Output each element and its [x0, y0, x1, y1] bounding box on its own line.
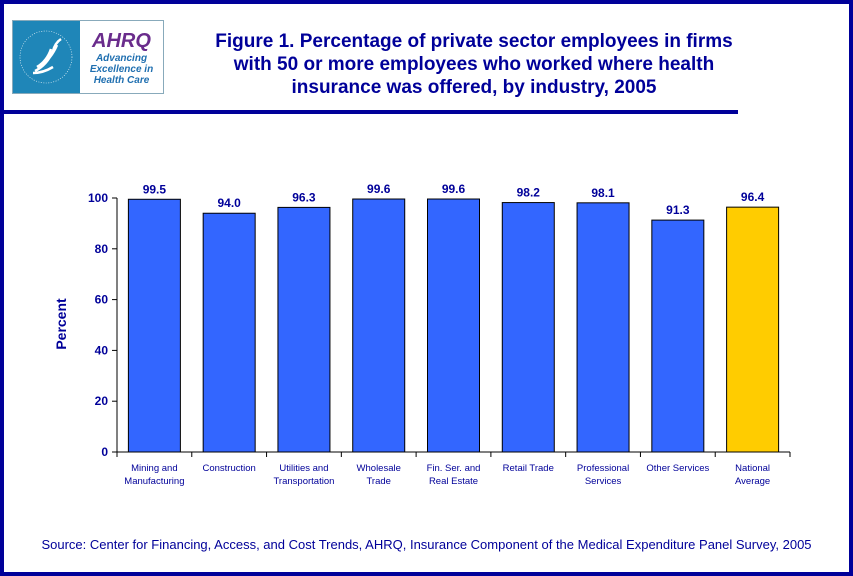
bar-chart: 0 20 40 60 80 100 Percent 99.5 Mining and Manufac…: [53, 182, 791, 487]
x-tick-label: Transportation: [273, 476, 334, 487]
ahrq-tagline: Advancing Excellence in Health Care: [89, 53, 154, 86]
x-tick-label: Services: [585, 476, 622, 487]
bar: [277, 206, 331, 453]
x-tick-label: Utilities and: [279, 463, 328, 474]
x-tick-label: Fin. Ser. and: [427, 463, 481, 474]
bar: [501, 202, 555, 453]
y-tick-label: 80: [95, 242, 109, 256]
bar: [352, 198, 406, 453]
data-label: 99.5: [143, 182, 167, 196]
y-tick-label: 60: [95, 293, 109, 307]
header-divider: [4, 110, 738, 114]
x-tick-label: Average: [735, 476, 770, 487]
y-tick-label: 40: [95, 343, 109, 357]
x-tick-label: Retail Trade: [503, 463, 554, 474]
x-tick-label: National: [735, 463, 770, 474]
data-label: 98.2: [517, 186, 541, 200]
y-tick-label: 0: [101, 445, 108, 459]
bar: [202, 212, 256, 453]
y-axis-title: Percent: [53, 298, 69, 350]
x-tick-label: Professional: [577, 463, 629, 474]
bar: [127, 198, 181, 453]
x-tick-label: Manufacturing: [124, 476, 184, 487]
data-label: 99.6: [442, 182, 466, 196]
y-tick-label: 100: [88, 191, 108, 205]
x-tick-label: Trade: [366, 476, 390, 487]
bar: [651, 219, 705, 453]
y-tick-label: 20: [95, 394, 109, 408]
data-label: 99.6: [367, 182, 391, 196]
data-label: 98.1: [591, 186, 615, 200]
x-tick-label: Other Services: [646, 463, 709, 474]
chart-title: Figure 1. Percentage of private sector e…: [215, 31, 733, 98]
x-tick-label: Real Estate: [429, 476, 478, 487]
source-note: Source: Center for Financing, Access, an…: [41, 537, 812, 552]
ahrq-logo: AHRQ Advancing Excellence in Health Care: [12, 20, 164, 94]
x-tick-label: Construction: [202, 463, 255, 474]
bar: [576, 202, 630, 453]
x-tick-label: Wholesale: [357, 463, 401, 474]
bar: [427, 198, 480, 453]
data-label: 96.3: [292, 190, 316, 204]
data-label: 94.0: [217, 196, 241, 210]
x-tick-label: Mining and: [131, 463, 177, 474]
hhs-eagle-seal-icon: [13, 21, 80, 93]
bar: [726, 206, 780, 453]
data-label: 96.4: [741, 190, 765, 204]
ahrq-wordmark: AHRQ: [92, 30, 151, 52]
data-label: 91.3: [666, 203, 690, 217]
